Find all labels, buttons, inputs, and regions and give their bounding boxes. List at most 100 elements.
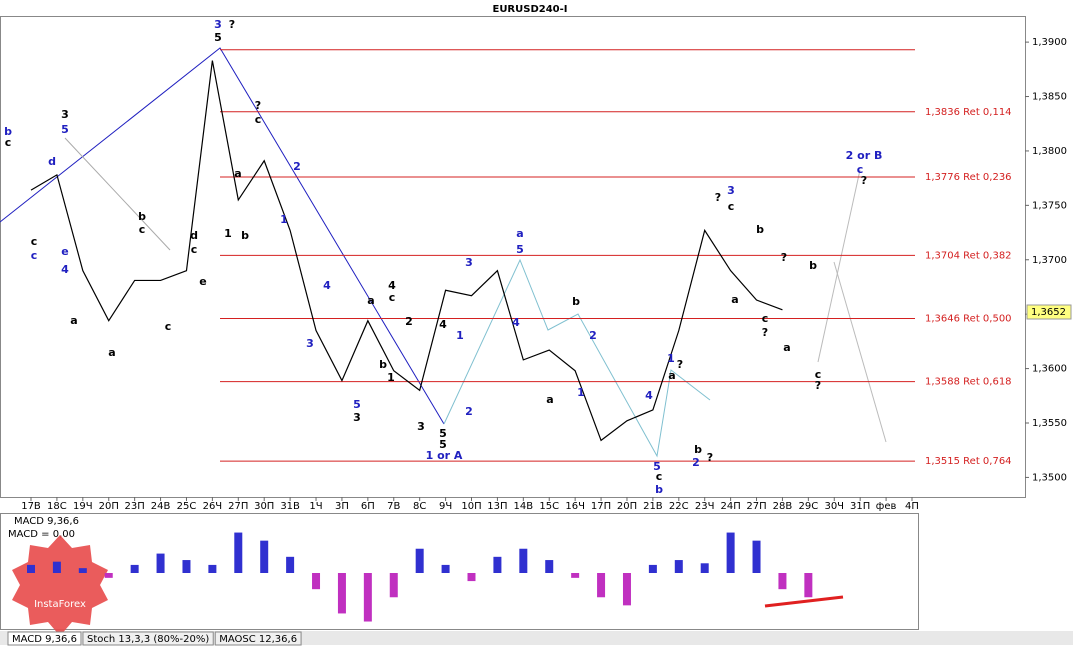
- macd-bar: [208, 564, 217, 573]
- wave-label: a: [783, 341, 790, 354]
- wave-label: 3: [214, 18, 222, 31]
- fib-level-label: 1,3704 Ret 0,382: [925, 250, 1012, 261]
- price-line: [30, 60, 783, 442]
- macd-bar: [415, 548, 424, 573]
- wave-label: 5: [61, 123, 69, 136]
- wave-label: 2: [589, 329, 597, 342]
- tab-label: MAOSC 12,36,6: [219, 634, 297, 645]
- macd-bar: [778, 573, 787, 590]
- macd-bar: [648, 564, 657, 573]
- macd-bar: [622, 573, 631, 606]
- macd-bar: [467, 573, 476, 582]
- x-tick-label: 16Ч: [565, 501, 585, 512]
- wave-label: c: [815, 368, 822, 381]
- wave-label: c: [857, 163, 864, 176]
- wave-label: 4: [439, 318, 447, 331]
- x-tick-label: фев: [876, 501, 897, 512]
- wave-label: 1: [224, 227, 232, 240]
- wave-label: a: [70, 314, 77, 327]
- wave-label: c: [255, 113, 262, 126]
- macd-bar: [286, 556, 295, 573]
- wave-label: ?: [815, 379, 821, 392]
- macd-bar: [27, 564, 35, 573]
- current-price-label: 1,3652: [1031, 307, 1066, 318]
- projection-line: [817, 169, 861, 363]
- wave-label: 5: [214, 31, 222, 44]
- tab-box: [7, 631, 82, 646]
- macd-bar: [337, 573, 346, 614]
- macd-bar: [312, 573, 321, 590]
- wave-label: 2: [465, 405, 473, 418]
- wave-label: 5: [439, 427, 447, 440]
- macd-bar: [363, 573, 372, 622]
- wave-label: c: [5, 136, 12, 149]
- wave-label: b: [138, 210, 146, 223]
- wave-label: 3: [61, 108, 69, 121]
- y-tick-label: 1,3600: [1032, 364, 1067, 375]
- y-tick-label: 1,3750: [1032, 200, 1067, 211]
- wave-label: ?: [762, 326, 768, 339]
- wave-label: 4: [388, 279, 396, 292]
- macd-bar: [571, 573, 580, 578]
- x-tick-label: 8С: [413, 501, 426, 512]
- x-tick-label: 14В: [514, 501, 534, 512]
- wave-label: 1: [667, 352, 675, 365]
- wave-label: d: [48, 155, 56, 168]
- wave-label: 5: [439, 438, 447, 451]
- macd-bar: [78, 568, 87, 573]
- x-tick-label: 27П: [746, 501, 766, 512]
- macd-bar: [519, 548, 528, 573]
- macd-bar: [389, 573, 398, 598]
- x-tick-label: 6П: [361, 501, 375, 512]
- fib-level-label: 1,3515 Ret 0,764: [925, 456, 1012, 467]
- badge: [12, 535, 108, 636]
- x-tick-label: 29С: [798, 501, 818, 512]
- x-tick-label: 21В: [643, 501, 663, 512]
- x-tick-label: 13П: [487, 501, 507, 512]
- tab[interactable]: MAOSC 12,36,6: [214, 631, 302, 646]
- wave-label: 5: [353, 398, 361, 411]
- y-tick-label: 1,3550: [1032, 418, 1067, 429]
- fib-level-label: 1,3588 Ret 0,618: [925, 377, 1012, 388]
- current-price-box: [1026, 304, 1072, 320]
- main-pane: [0, 16, 1026, 498]
- macd-bar: [545, 560, 554, 573]
- wave-label: 3: [306, 337, 314, 350]
- macd-bar: [156, 553, 165, 573]
- x-tick-label: 22С: [669, 501, 689, 512]
- x-tick-label: 18С: [47, 501, 67, 512]
- tab[interactable]: MACD 9,36,6: [7, 631, 82, 646]
- x-tick-label: 30Ч: [824, 501, 844, 512]
- x-tick-label: 28В: [773, 501, 793, 512]
- x-tick-label: 30П: [254, 501, 274, 512]
- x-tick-label: 24В: [151, 501, 171, 512]
- x-tick-label: 31В: [280, 501, 300, 512]
- x-tick-label: 3П: [335, 501, 349, 512]
- x-tick-label: 27П: [228, 501, 248, 512]
- watermark-text: InstaForex: [34, 599, 86, 610]
- wave-label: a: [731, 293, 738, 306]
- x-tick-label: 4П: [905, 501, 919, 512]
- tab[interactable]: Stoch 13,3,3 (80%-20%): [82, 631, 214, 646]
- wave-label: 3: [417, 420, 425, 433]
- wave-label: e: [199, 275, 206, 288]
- wave-label: 1: [280, 213, 288, 226]
- watermark: InstaForex: [12, 535, 108, 636]
- wave-label: ?: [861, 174, 867, 187]
- wave-label: c: [656, 470, 663, 483]
- wave-label: ?: [229, 18, 235, 31]
- x-tick-label: 23П: [125, 501, 145, 512]
- x-tick-label: 20П: [617, 501, 637, 512]
- wave-line: [443, 258, 711, 458]
- x-tick-label: 9Ч: [439, 501, 452, 512]
- wave-label: d: [190, 229, 198, 242]
- wave-label: 3: [727, 184, 735, 197]
- wave-label: ?: [677, 358, 683, 371]
- macd-bar: [260, 540, 269, 573]
- x-tick-label: 17П: [591, 501, 611, 512]
- wave-label: a: [367, 294, 374, 307]
- wave-label: c: [165, 320, 172, 333]
- wave-label: c: [728, 200, 735, 213]
- projection-line: [833, 261, 887, 443]
